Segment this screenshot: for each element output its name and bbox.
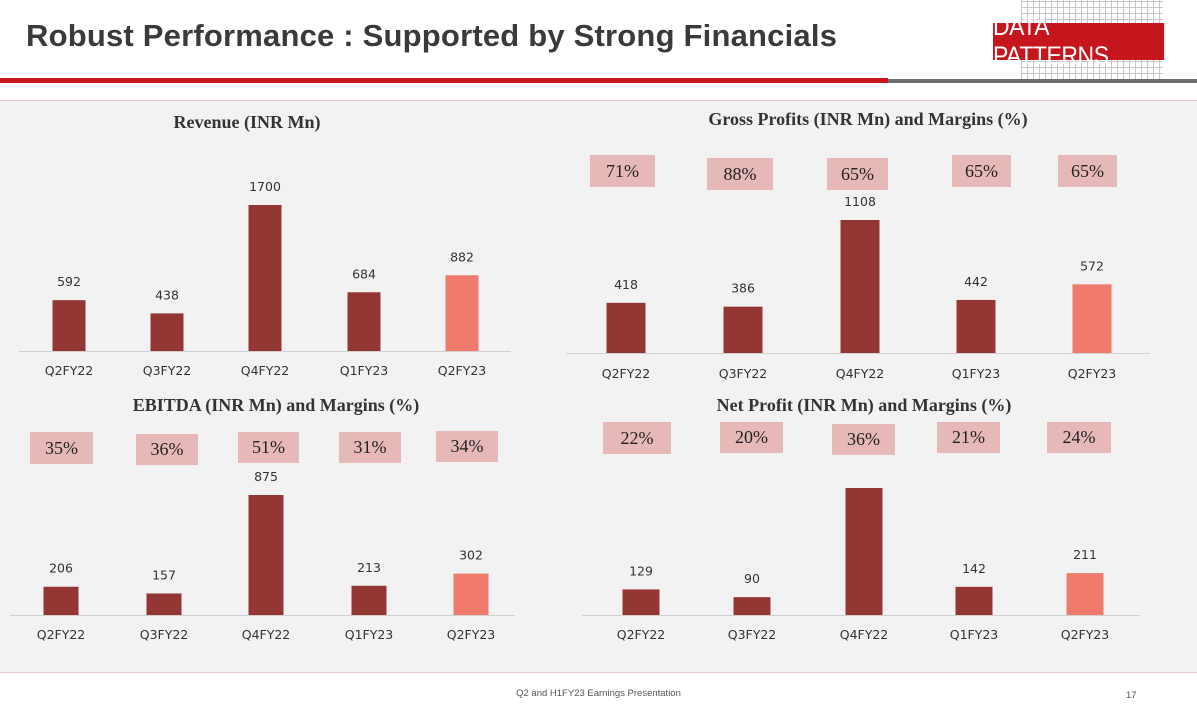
gross-value-label: 442 xyxy=(964,274,988,289)
netprofit-bar xyxy=(733,597,771,615)
ebitda-margin-box: 51% xyxy=(238,432,299,463)
netprofit-tick-label: Q1FY23 xyxy=(950,627,999,642)
footer-text: Q2 and H1FY23 Earnings Presentation xyxy=(516,688,681,699)
ebitda-bar xyxy=(351,585,387,615)
ebitda-margin-box: 35% xyxy=(30,432,93,464)
ebitda-value-label: 302 xyxy=(459,548,483,563)
gross-tick-label: Q4FY22 xyxy=(836,366,885,381)
gross-tick-label: Q3FY22 xyxy=(719,366,768,381)
gross-margin-box: 71% xyxy=(590,155,655,187)
revenue-chart-title: Revenue (INR Mn) xyxy=(173,112,321,132)
netprofit-bar xyxy=(955,586,993,615)
gross-value-label: 418 xyxy=(614,277,638,292)
gross-margin-box: 65% xyxy=(1058,155,1117,187)
revenue-bar xyxy=(52,300,86,351)
revenue-bar xyxy=(248,205,282,351)
net-margin-box: 24% xyxy=(1047,422,1111,453)
ebitda-bar xyxy=(453,573,489,615)
revenue-bar xyxy=(347,292,381,351)
revenue-bar xyxy=(445,275,479,351)
net-margin-box: 21% xyxy=(937,422,1000,453)
netprofit-value-label: 211 xyxy=(1073,547,1097,562)
ebitda-tick-label: Q2FY22 xyxy=(37,627,86,642)
ebitda-bar xyxy=(43,586,79,615)
revenue-value-label: 438 xyxy=(155,287,179,302)
chart-panel xyxy=(0,100,1197,673)
gross-margin-box: 65% xyxy=(952,155,1011,187)
revenue-value-label: 1700 xyxy=(249,179,281,194)
ebitda-tick-label: Q2FY23 xyxy=(447,627,496,642)
gross-tick-label: Q1FY23 xyxy=(952,366,1001,381)
gross-margin-box: 65% xyxy=(827,158,888,190)
revenue-value-label: 882 xyxy=(450,249,474,264)
ebitda-tick-label: Q1FY23 xyxy=(345,627,394,642)
ebitda-value-label: 875 xyxy=(254,469,278,484)
revenue-tick-label: Q2FY23 xyxy=(438,363,487,378)
net-margin-box: 36% xyxy=(832,424,895,455)
net-margin-box: 20% xyxy=(720,422,783,453)
logo-text: DATA PATTERNS xyxy=(993,13,1165,70)
revenue-tick-label: Q2FY22 xyxy=(45,363,94,378)
ebitda-value-label: 213 xyxy=(357,560,381,575)
ebitda-chart-title: EBITDA (INR Mn) and Margins (%) xyxy=(132,395,420,415)
gross-bar xyxy=(1072,284,1112,353)
gross-bar xyxy=(606,302,646,353)
revenue-tick-label: Q3FY22 xyxy=(143,363,192,378)
gross-bar xyxy=(956,299,996,353)
gross-tick-label: Q2FY23 xyxy=(1068,366,1117,381)
slide-footer xyxy=(0,672,1197,714)
ebitda-tick-label: Q4FY22 xyxy=(242,627,291,642)
gross-margin-box: 88% xyxy=(707,158,773,190)
netprofit-tick-label: Q2FY22 xyxy=(617,627,666,642)
ebitda-bar xyxy=(146,593,182,615)
revenue-bar xyxy=(150,313,184,351)
company-logo: DATA PATTERNS xyxy=(993,0,1190,80)
ebitda-margin-box: 31% xyxy=(339,432,401,463)
netprofit-bar xyxy=(622,589,660,615)
net-margin-box: 22% xyxy=(603,422,671,454)
netprofit-value-label: 90 xyxy=(744,571,760,586)
netprofit-tick-label: Q4FY22 xyxy=(840,627,889,642)
page-number: 17 xyxy=(1126,690,1137,701)
gross-bar xyxy=(723,306,763,353)
ebitda-value-label: 157 xyxy=(152,567,176,582)
gross-value-label: 1108 xyxy=(844,194,876,209)
ebitda-margin-box: 34% xyxy=(436,431,498,462)
ebitda-margin-box: 36% xyxy=(136,434,198,465)
header-rule-grey xyxy=(888,79,1197,83)
ebitda-bar xyxy=(248,495,284,615)
gross-value-label: 572 xyxy=(1080,258,1104,273)
netprofit-tick-label: Q2FY23 xyxy=(1061,627,1110,642)
gross-tick-label: Q2FY22 xyxy=(602,366,651,381)
ebitda-value-label: 206 xyxy=(49,561,73,576)
netprofit-value-label: 142 xyxy=(962,561,986,576)
revenue-tick-label: Q4FY22 xyxy=(241,363,290,378)
netprofit-tick-label: Q3FY22 xyxy=(728,627,777,642)
slide-header: Robust Performance : Supported by Strong… xyxy=(0,0,1197,84)
ebitda-tick-label: Q3FY22 xyxy=(140,627,189,642)
netprofit-bar xyxy=(845,488,883,615)
netprofit-bar xyxy=(1066,573,1104,615)
gross-value-label: 386 xyxy=(731,281,755,296)
revenue-tick-label: Q1FY23 xyxy=(340,363,389,378)
header-rule-red xyxy=(0,78,888,83)
revenue-value-label: 684 xyxy=(352,266,376,281)
net-profit-chart-title: Net Profit (INR Mn) and Margins (%) xyxy=(716,395,1012,415)
page-title: Robust Performance : Supported by Strong… xyxy=(26,18,838,53)
gross-bar xyxy=(840,220,880,353)
gross-profit-chart-title: Gross Profits (INR Mn) and Margins (%) xyxy=(708,109,1028,129)
revenue-value-label: 592 xyxy=(57,274,81,289)
netprofit-value-label: 129 xyxy=(629,563,653,578)
